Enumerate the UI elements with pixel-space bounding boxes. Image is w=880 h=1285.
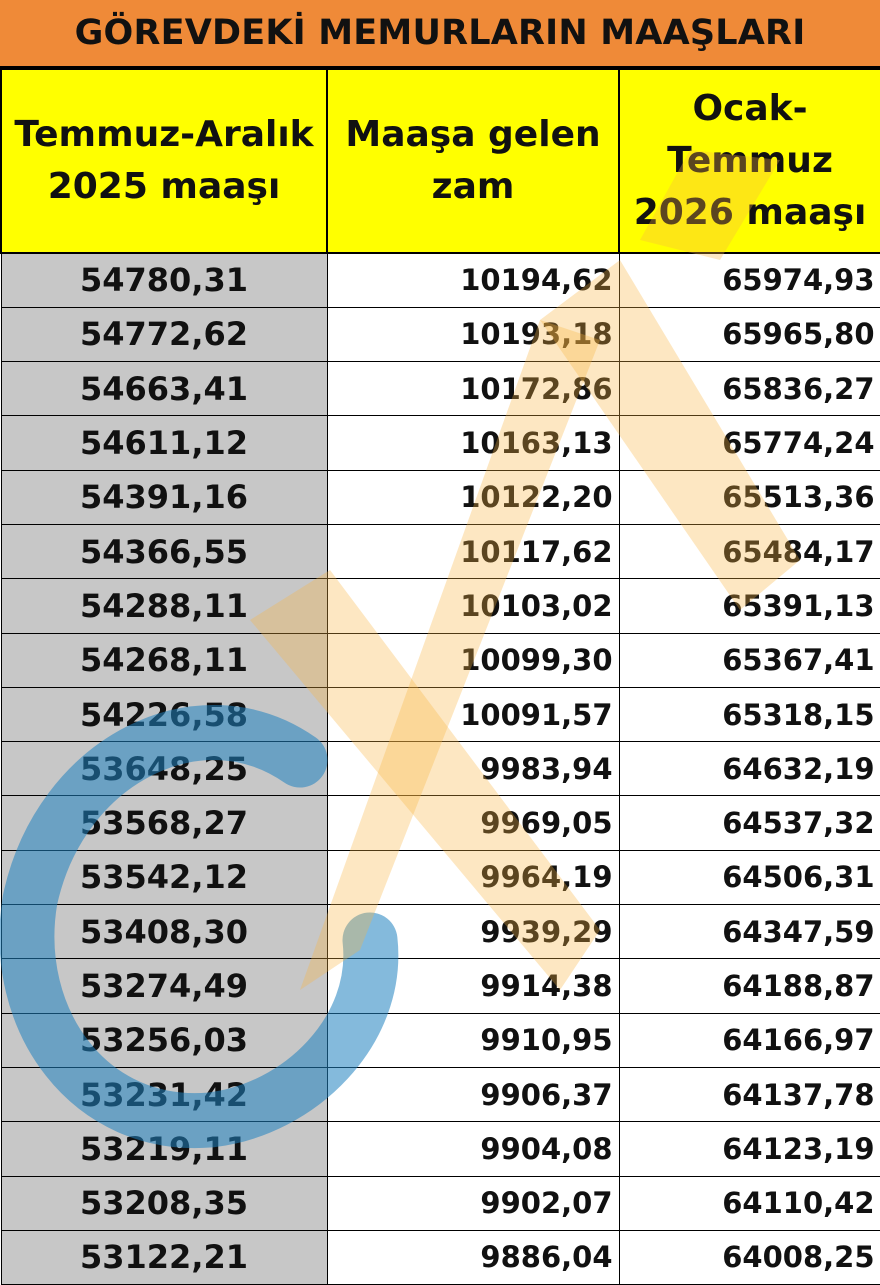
new-salary-cell: 65965,80 [618, 306, 880, 363]
current-salary-cell: 54772,62 [0, 306, 328, 363]
current-salary-cell: 54611,12 [0, 415, 328, 471]
current-salary-cell: 54226,58 [0, 686, 328, 743]
raise-cell: 10163,13 [326, 415, 620, 471]
column-header-raise: Maaşa gelen zam [326, 68, 620, 254]
raise-cell: 10117,62 [326, 523, 620, 580]
raise-cell: 9969,05 [326, 795, 620, 851]
new-salary-cell: 65974,93 [618, 252, 880, 308]
header-line: zam [431, 166, 515, 207]
table-row: 53568,27 9969,05 64537,32 [0, 795, 880, 851]
raise-cell: 9983,94 [326, 741, 620, 797]
new-salary-cell: 65318,15 [618, 686, 880, 743]
new-salary-cell: 64123,19 [618, 1121, 880, 1177]
raise-cell: 10091,57 [326, 686, 620, 743]
current-salary-cell: 53122,21 [0, 1229, 328, 1285]
table-row: 54780,31 10194,62 65974,93 [0, 252, 880, 308]
raise-cell: 9886,04 [326, 1229, 620, 1285]
table-row: 53648,25 9983,94 64632,19 [0, 741, 880, 797]
new-salary-cell: 65391,13 [618, 578, 880, 634]
current-salary-cell: 53568,27 [0, 795, 328, 851]
table-row: 54226,58 10091,57 65318,15 [0, 686, 880, 743]
table-body: 54780,31 10194,62 65974,93 54772,62 10193,18… [0, 252, 880, 1285]
new-salary-cell: 64347,59 [618, 904, 880, 960]
current-salary-cell: 54663,41 [0, 361, 328, 417]
raise-cell: 9902,07 [326, 1175, 620, 1231]
header-line: 2026 maaşı [633, 192, 867, 233]
table-row: 54611,12 10163,13 65774,24 [0, 415, 880, 471]
table-row: 53256,03 9910,95 64166,97 [0, 1012, 880, 1068]
current-salary-cell: 54366,55 [0, 523, 328, 580]
raise-cell: 10172,86 [326, 361, 620, 417]
new-salary-cell: 64110,42 [618, 1175, 880, 1231]
new-salary-cell: 65513,36 [618, 469, 880, 525]
header-line: Maaşa gelen [345, 114, 601, 155]
new-salary-cell: 65836,27 [618, 361, 880, 417]
new-salary-cell: 64137,78 [618, 1066, 880, 1123]
table-row: 53208,35 9902,07 64110,42 [0, 1175, 880, 1231]
new-salary-cell: 64188,87 [618, 958, 880, 1014]
sheet-title: GÖREVDEKİ MEMURLARIN MAAŞLARI [0, 0, 880, 68]
new-salary-cell: 64537,32 [618, 795, 880, 851]
current-salary-cell: 53208,35 [0, 1175, 328, 1231]
new-salary-cell: 64008,25 [618, 1229, 880, 1285]
header-line: Ocak- [692, 88, 808, 129]
table-row: 53274,49 9914,38 64188,87 [0, 958, 880, 1014]
table-row: 54268,11 10099,30 65367,41 [0, 632, 880, 688]
column-header-new-salary: Ocak- Temmuz 2026 maaşı [618, 68, 880, 254]
raise-cell: 9939,29 [326, 904, 620, 960]
current-salary-cell: 53219,11 [0, 1121, 328, 1177]
table-row: 53408,30 9939,29 64347,59 [0, 904, 880, 960]
current-salary-cell: 53408,30 [0, 904, 328, 960]
current-salary-cell: 54391,16 [0, 469, 328, 525]
current-salary-cell: 53542,12 [0, 849, 328, 906]
table-row: 53542,12 9964,19 64506,31 [0, 849, 880, 906]
salary-table: Temmuz-Aralık 2025 maaşı Maaşa gelen zam… [0, 68, 880, 1285]
header-line: Temmuz [667, 140, 833, 181]
table-row: 54288,11 10103,02 65391,13 [0, 578, 880, 634]
table-row: 54366,55 10117,62 65484,17 [0, 523, 880, 580]
new-salary-cell: 64632,19 [618, 741, 880, 797]
table-row: 53231,42 9906,37 64137,78 [0, 1066, 880, 1123]
current-salary-cell: 54268,11 [0, 632, 328, 688]
new-salary-cell: 64166,97 [618, 1012, 880, 1068]
raise-cell: 9964,19 [326, 849, 620, 906]
current-salary-cell: 54780,31 [0, 252, 328, 308]
table-row: 54391,16 10122,20 65513,36 [0, 469, 880, 525]
new-salary-cell: 65484,17 [618, 523, 880, 580]
raise-cell: 9914,38 [326, 958, 620, 1014]
table-row: 53122,21 9886,04 64008,25 [0, 1229, 880, 1285]
header-row: Temmuz-Aralık 2025 maaşı Maaşa gelen zam… [0, 68, 880, 254]
current-salary-cell: 54288,11 [0, 578, 328, 634]
new-salary-cell: 65774,24 [618, 415, 880, 471]
new-salary-cell: 65367,41 [618, 632, 880, 688]
raise-cell: 9910,95 [326, 1012, 620, 1068]
raise-cell: 10103,02 [326, 578, 620, 634]
current-salary-cell: 53648,25 [0, 741, 328, 797]
current-salary-cell: 53274,49 [0, 958, 328, 1014]
new-salary-cell: 64506,31 [618, 849, 880, 906]
table-row: 53219,11 9904,08 64123,19 [0, 1121, 880, 1177]
raise-cell: 9904,08 [326, 1121, 620, 1177]
raise-cell: 10122,20 [326, 469, 620, 525]
raise-cell: 9906,37 [326, 1066, 620, 1123]
table-row: 54772,62 10193,18 65965,80 [0, 306, 880, 363]
header-line: 2025 maaşı [47, 166, 281, 207]
column-header-current-salary: Temmuz-Aralık 2025 maaşı [0, 68, 328, 254]
raise-cell: 10099,30 [326, 632, 620, 688]
raise-cell: 10194,62 [326, 252, 620, 308]
raise-cell: 10193,18 [326, 306, 620, 363]
current-salary-cell: 53256,03 [0, 1012, 328, 1068]
table-row: 54663,41 10172,86 65836,27 [0, 361, 880, 417]
current-salary-cell: 53231,42 [0, 1066, 328, 1123]
header-line: Temmuz-Aralık [14, 114, 314, 155]
